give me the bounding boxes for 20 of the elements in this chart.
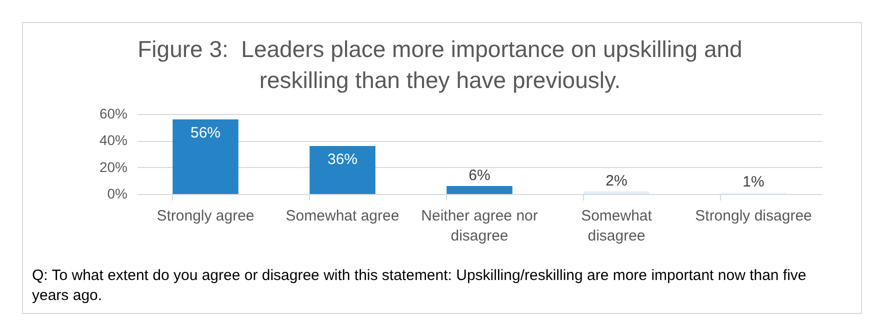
x-tick-label: Neither agree nor disagree — [421, 208, 538, 244]
text: Q: To what extent do you agree or disagree with this statement: Upskilling/reskilling are more important now than five years ago. — [32, 266, 808, 306]
x-tick-label: Somewhat disagree — [581, 208, 653, 244]
data-label: 1% — [742, 174, 764, 191]
data-label: 56% — [190, 124, 221, 142]
y-tick-label: 0% — [107, 186, 128, 202]
x-tick-label: Strongly agree — [156, 208, 254, 224]
data-label: 2% — [606, 172, 628, 190]
y-tick-label: 40% — [99, 132, 128, 148]
x-tick-label: Strongly disagree — [695, 208, 812, 224]
y-tick-label: 20% — [99, 158, 128, 175]
bar — [310, 146, 376, 194]
bar — [446, 186, 512, 194]
chart-title: Figure 3: Leaders place more importance on upskilling and reskilling than they have previously. — [136, 35, 744, 95]
bar — [172, 119, 238, 194]
x-tick-label: Somewhat agree — [286, 208, 400, 224]
bar — [584, 191, 650, 194]
y-tick-label: 60% — [99, 106, 128, 122]
data-label: 6% — [468, 167, 490, 184]
data-label: 36% — [327, 151, 358, 168]
